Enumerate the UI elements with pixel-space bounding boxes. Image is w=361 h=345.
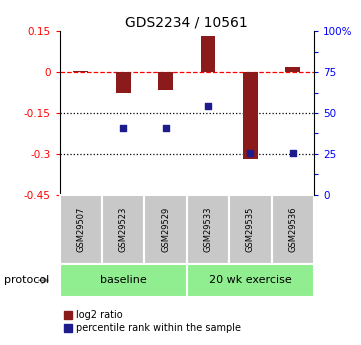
Text: GSM29523: GSM29523: [119, 207, 128, 252]
Point: [248, 151, 253, 156]
Text: baseline: baseline: [100, 275, 147, 285]
Bar: [60, 195, 102, 264]
Bar: [201, 36, 216, 72]
Point: [205, 104, 211, 109]
Bar: [286, 67, 300, 72]
Text: GSM29533: GSM29533: [204, 207, 213, 252]
Text: GSM29535: GSM29535: [246, 207, 255, 252]
Bar: [116, 72, 131, 92]
Bar: [187, 264, 314, 297]
Bar: [272, 195, 314, 264]
Text: GSM29529: GSM29529: [161, 207, 170, 252]
Bar: [229, 195, 271, 264]
Bar: [73, 71, 88, 72]
Point: [163, 125, 169, 131]
Legend: log2 ratio, percentile rank within the sample: log2 ratio, percentile rank within the s…: [64, 310, 241, 333]
Bar: [60, 264, 187, 297]
Text: GSM29507: GSM29507: [76, 207, 85, 252]
Title: GDS2234 / 10561: GDS2234 / 10561: [125, 16, 248, 30]
Bar: [243, 72, 258, 159]
Bar: [158, 72, 173, 90]
Text: 20 wk exercise: 20 wk exercise: [209, 275, 292, 285]
Bar: [187, 195, 229, 264]
Text: protocol: protocol: [4, 275, 49, 285]
Point: [120, 125, 126, 131]
Bar: [144, 195, 187, 264]
Bar: [102, 195, 144, 264]
Point: [290, 151, 296, 156]
Text: GSM29536: GSM29536: [288, 207, 297, 252]
